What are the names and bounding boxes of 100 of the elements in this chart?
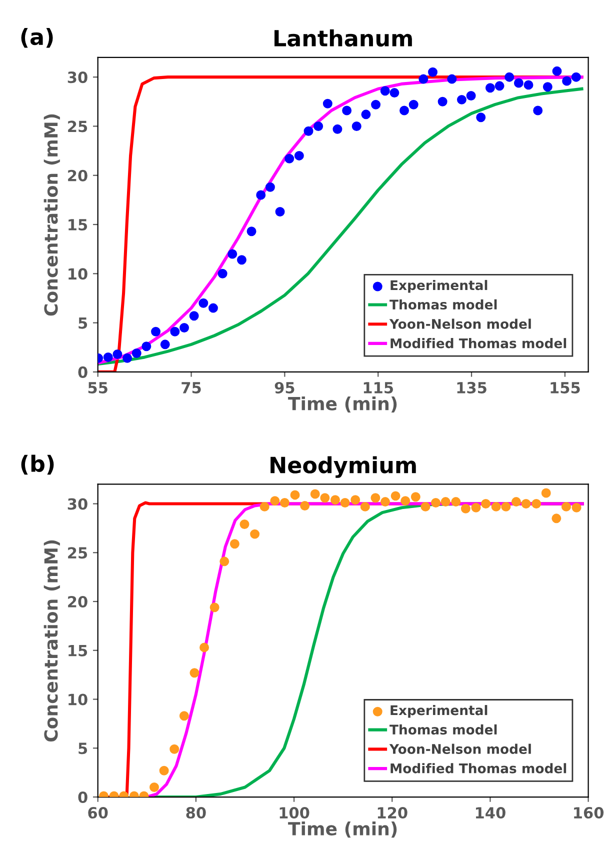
- point: [408, 100, 418, 110]
- point: [142, 342, 152, 352]
- x-axis-title: Time (min): [288, 822, 397, 838]
- text: (a): [21, 28, 53, 48]
- point: [250, 529, 260, 539]
- point: [112, 350, 122, 359]
- point: [451, 497, 461, 507]
- point: [230, 539, 240, 549]
- x-tick-label: 115: [364, 382, 393, 394]
- point: [440, 497, 450, 507]
- y-tick-label: 0: [78, 366, 88, 378]
- point: [552, 66, 562, 76]
- legend-label: Experimental: [390, 705, 488, 718]
- point: [330, 495, 340, 505]
- point: [132, 348, 142, 358]
- point: [350, 495, 360, 505]
- point: [220, 556, 230, 566]
- point: [491, 502, 501, 512]
- point: [524, 80, 534, 90]
- point: [265, 182, 275, 192]
- point: [228, 249, 238, 259]
- point: [170, 326, 180, 336]
- point: [476, 112, 486, 122]
- point: [180, 322, 190, 332]
- point: [410, 492, 420, 502]
- point: [504, 72, 514, 82]
- point: [280, 498, 290, 508]
- point: [456, 94, 466, 104]
- point: [562, 76, 572, 86]
- point: [179, 711, 189, 721]
- point: [189, 311, 199, 321]
- x-tick-label: 135: [457, 382, 486, 394]
- point: [360, 502, 370, 512]
- point: [418, 74, 428, 84]
- point: [447, 74, 457, 84]
- point: [352, 121, 362, 131]
- point: [322, 98, 332, 108]
- chart-title: Lanthanum: [274, 29, 412, 47]
- y-tick-label: 20: [68, 170, 88, 182]
- point: [240, 520, 250, 530]
- x-axis-title: Time (min): [288, 396, 397, 413]
- point: [532, 499, 542, 508]
- point: [428, 67, 438, 77]
- point: [290, 490, 300, 500]
- y-tick-label: 10: [68, 694, 88, 706]
- y-tick-label: 10: [68, 268, 88, 280]
- y-tick-label: 5: [78, 742, 88, 754]
- point: [400, 106, 410, 116]
- x-tick-label: 55: [88, 382, 108, 394]
- chart-title: Neodymium: [270, 456, 416, 478]
- point: [332, 124, 342, 134]
- y-tick-label: 30: [68, 72, 88, 84]
- point: [361, 110, 371, 120]
- point: [390, 491, 400, 501]
- x-tick-label: 60: [88, 807, 108, 819]
- y-tick-label: 0: [78, 791, 88, 804]
- point: [198, 298, 208, 308]
- legend-label: Yoon-Nelson model: [389, 744, 531, 754]
- point: [210, 602, 220, 612]
- point: [304, 126, 314, 136]
- y-axis-title: Concentration (mM): [44, 114, 60, 316]
- y-axis-title: Concentration (mM): [44, 540, 60, 742]
- point: [494, 81, 504, 91]
- point: [485, 83, 495, 93]
- x-tick-label: 95: [274, 382, 294, 394]
- point: [314, 121, 324, 131]
- legend-label: Yoon-Nelson model: [389, 318, 531, 329]
- point: [420, 502, 430, 512]
- point: [246, 226, 256, 236]
- point: [541, 488, 551, 498]
- point: [471, 502, 481, 512]
- y-tick-label: 5: [78, 317, 88, 329]
- point: [466, 91, 476, 100]
- point: [370, 493, 380, 503]
- point: [200, 642, 210, 652]
- y-tick-label: 20: [68, 596, 88, 608]
- point: [501, 502, 511, 512]
- point: [481, 499, 491, 508]
- point: [294, 150, 304, 160]
- text: (b): [21, 454, 54, 475]
- point: [561, 502, 571, 512]
- point: [284, 154, 294, 164]
- point: [300, 500, 310, 510]
- point: [380, 497, 390, 507]
- x-tick-label: 160: [574, 807, 604, 819]
- point: [270, 496, 280, 506]
- point: [390, 88, 400, 98]
- point: [521, 499, 531, 508]
- point: [552, 514, 562, 524]
- point: [431, 498, 441, 508]
- point: [542, 82, 552, 92]
- legend-label: Thomas model: [390, 299, 497, 310]
- point: [514, 78, 524, 88]
- point: [572, 502, 582, 512]
- point: [511, 497, 521, 507]
- point: [160, 340, 170, 350]
- x-tick-label: 80: [186, 807, 206, 819]
- point: [275, 206, 285, 216]
- y-tick-label: 15: [68, 645, 88, 656]
- point: [460, 504, 470, 514]
